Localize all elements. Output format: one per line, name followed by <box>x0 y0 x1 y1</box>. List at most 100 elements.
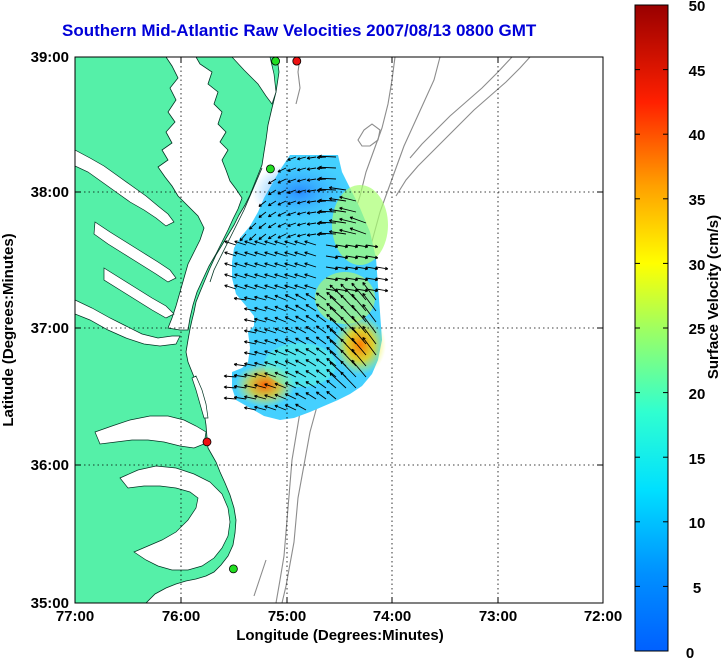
velocity-arrow <box>254 317 267 323</box>
velocity-arrow <box>287 233 297 238</box>
velocity-arrow <box>254 350 267 356</box>
y-tick-label: 37:00 <box>31 320 69 337</box>
velocity-arrow <box>306 178 317 182</box>
colorbar-tick-label: 5 <box>693 580 701 597</box>
station-markers <box>202 56 302 574</box>
velocity-arrow <box>315 325 327 334</box>
velocity-arrow <box>287 222 297 227</box>
velocity-arrow <box>362 281 377 301</box>
velocity-arrow <box>264 339 277 345</box>
york-river <box>103 267 175 319</box>
velocity-arrow <box>335 255 349 260</box>
velocity-arrow <box>375 266 389 271</box>
velocity-arrow <box>267 222 277 229</box>
velocity-arrow <box>264 383 277 389</box>
colorbar-tick-label: 45 <box>689 63 706 80</box>
velocity-arrow <box>340 349 357 367</box>
velocity-arrow <box>362 336 377 356</box>
velocity-arrow <box>315 292 327 301</box>
velocity-arrow <box>264 405 277 411</box>
velocity-arrow <box>274 273 287 279</box>
velocity-arrow <box>304 251 317 257</box>
x-tick-label: 72:00 <box>584 608 622 625</box>
velocity-arrow <box>274 327 287 334</box>
velocity-arrow <box>295 392 307 400</box>
y-tick-label: 35:00 <box>31 595 69 612</box>
velocity-arrow <box>306 167 317 171</box>
velocity-arrow <box>254 405 267 411</box>
velocity-arrow <box>244 296 257 301</box>
velocity-arrow <box>318 187 337 192</box>
velocity-arrow <box>325 255 339 260</box>
velocity-arrow <box>318 176 337 181</box>
colorbar-tick-label: 35 <box>689 192 706 209</box>
velocity-arrow <box>305 392 317 400</box>
velocity-arrow <box>264 350 277 356</box>
velocity-arrow <box>234 284 247 290</box>
velocity-arrow <box>267 233 277 240</box>
velocity-arrow <box>296 200 307 205</box>
velocity-arrow <box>264 262 277 268</box>
velocity-arrow <box>315 391 327 400</box>
velocity-arrow <box>315 314 327 323</box>
colorbar-tick-label: 20 <box>689 386 706 403</box>
velocity-arrow <box>305 326 317 334</box>
velocity-arrow <box>296 222 307 227</box>
velocity-arrow <box>325 277 339 282</box>
colorbar-tick-label: 25 <box>689 321 706 338</box>
velocity-arrow <box>355 288 369 293</box>
velocity-arrow <box>254 361 267 367</box>
velocity-arrow <box>284 284 297 290</box>
velocity-arrow <box>295 381 307 389</box>
velocity-arrow <box>335 244 349 249</box>
velocity-arrow <box>264 328 277 334</box>
radar-station-marker <box>202 437 212 447</box>
velocity-arrow <box>224 284 237 290</box>
velocity-arrow <box>258 211 267 218</box>
velocity-arrow <box>244 273 257 279</box>
velocity-arrow <box>296 178 307 183</box>
velocity-arrow <box>277 178 287 184</box>
velocity-arrow <box>296 189 307 194</box>
velocity-arrow <box>254 262 267 268</box>
velocity-arrow <box>326 390 337 400</box>
chesapeake-bay <box>157 57 243 331</box>
velocity-arrow <box>325 266 339 271</box>
velocity-arrow <box>315 347 327 356</box>
velocity-arrow <box>274 305 287 312</box>
velocity-arrow <box>294 273 307 279</box>
velocity-arrow <box>274 371 287 378</box>
velocity-arrow <box>305 293 317 301</box>
velocity-arrow <box>340 305 357 323</box>
velocity-arrow <box>355 255 369 260</box>
velocity-arrow <box>339 217 357 224</box>
velocity-arrow <box>233 362 247 367</box>
axis-ticks <box>74 57 604 603</box>
velocity-arrow <box>355 244 369 249</box>
x-tick-label: 77:00 <box>56 608 94 625</box>
y-tick-label: 39:00 <box>31 49 69 66</box>
velocity-arrow <box>318 198 337 203</box>
velocity-arrow <box>274 393 287 400</box>
velocity-arrow <box>362 314 377 334</box>
velocity-arrow <box>306 211 317 215</box>
velocity-arrow <box>244 240 257 246</box>
velocity-arrow <box>345 277 359 282</box>
velocity-arrow <box>294 240 307 246</box>
velocity-arrow <box>304 240 317 246</box>
velocity-arrow <box>274 240 287 246</box>
velocity-arrow <box>306 222 317 226</box>
velocity-arrow <box>345 244 359 249</box>
velocity-arrow <box>351 359 367 378</box>
rappahannock-river <box>93 221 177 283</box>
velocity-arrow <box>340 294 357 312</box>
plot-frame <box>74 56 604 604</box>
velocity-arrow <box>335 266 349 271</box>
velocity-arrow <box>264 251 277 257</box>
velocity-arrow <box>295 337 307 345</box>
map-title: Southern Mid-Atlantic Raw Velocities 200… <box>62 21 537 40</box>
velocity-arrow <box>328 208 347 213</box>
velocity-arrow <box>264 240 277 246</box>
velocity-arrow <box>264 273 277 279</box>
velocity-arrow <box>233 373 247 378</box>
